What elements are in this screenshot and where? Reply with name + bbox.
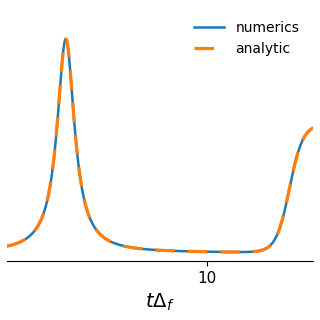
numerics — [272, 238, 276, 242]
X-axis label: $t\Delta_f$: $t\Delta_f$ — [145, 292, 175, 313]
numerics — [305, 131, 309, 135]
Line: analytic: analytic — [7, 39, 313, 252]
Line: numerics: numerics — [7, 39, 313, 252]
analytic — [58, 86, 62, 90]
numerics — [64, 37, 68, 41]
numerics — [136, 246, 140, 250]
analytic — [305, 131, 309, 135]
numerics — [123, 244, 126, 248]
analytic — [236, 250, 240, 254]
analytic — [311, 126, 315, 130]
analytic — [64, 37, 68, 41]
numerics — [40, 216, 44, 220]
numerics — [311, 126, 315, 130]
analytic — [40, 216, 44, 220]
analytic — [123, 244, 126, 248]
Legend: numerics, analytic: numerics, analytic — [187, 14, 306, 63]
numerics — [58, 86, 62, 90]
numerics — [5, 244, 9, 248]
analytic — [136, 246, 140, 250]
numerics — [236, 250, 240, 254]
analytic — [272, 238, 276, 242]
analytic — [5, 244, 9, 248]
